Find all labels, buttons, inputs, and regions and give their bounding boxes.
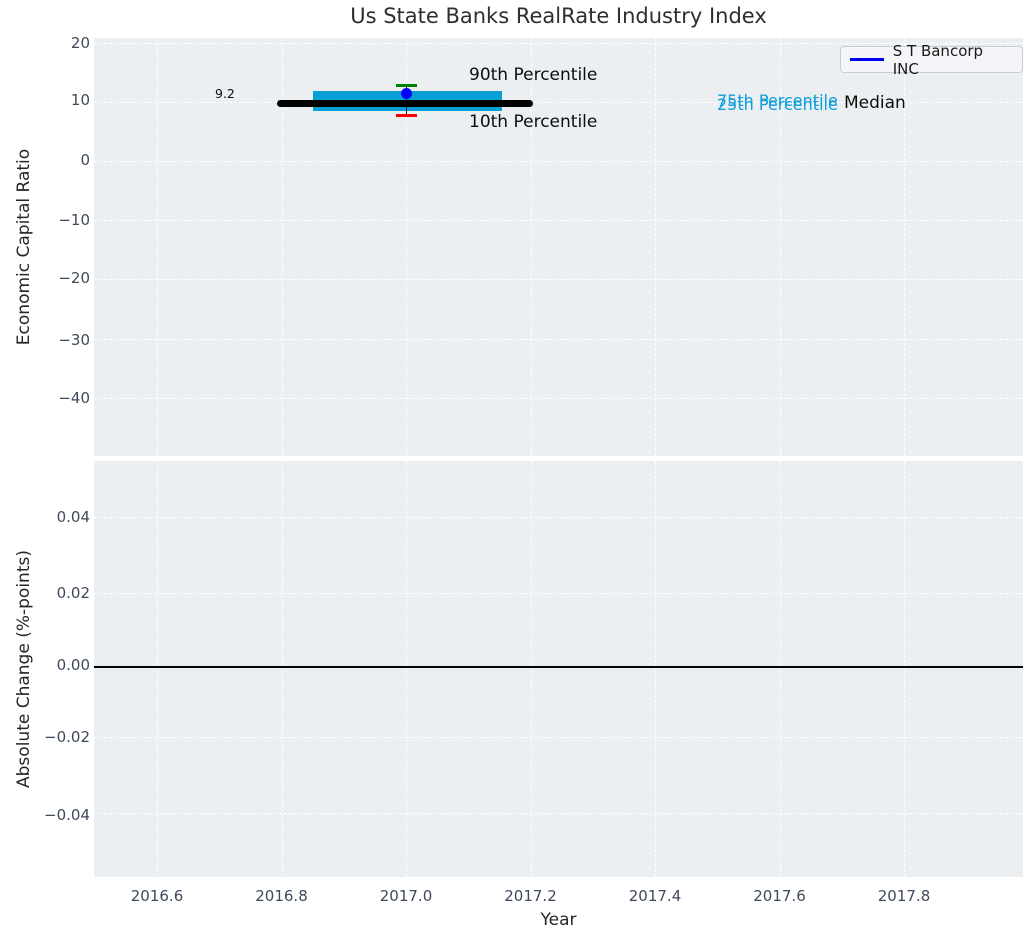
y-tick-label: −40	[58, 389, 90, 407]
gridline-v	[406, 461, 407, 877]
y-tick-label: −0.04	[44, 806, 90, 824]
legend-line-swatch	[850, 58, 884, 61]
gridline-h	[94, 279, 1023, 280]
x-tick-label: 2017.2	[504, 887, 557, 905]
y-tick-label: 0.04	[56, 508, 90, 526]
bottom-plot-area	[94, 461, 1023, 877]
y-tick-label: 0.00	[56, 656, 90, 674]
annotation-median: Median	[844, 93, 906, 113]
gridline-v	[904, 461, 905, 877]
y-tick-label: 0	[80, 151, 90, 169]
gridline-v	[655, 461, 656, 877]
gridline-v	[530, 461, 532, 877]
gridline-v	[779, 461, 781, 877]
x-tick-label: 2017.4	[628, 887, 682, 905]
chart-title: Us State Banks RealRate Industry Index	[350, 4, 767, 28]
gridline-h	[94, 593, 1023, 594]
legend: S T Bancorp INC	[840, 42, 1023, 78]
y-axis-label-bottom: Absolute Change (%-points)	[14, 550, 34, 788]
y-tick-label: −0.02	[44, 728, 90, 746]
y-axis-label-top: Economic Capital Ratio	[14, 148, 34, 346]
gridline-v	[157, 38, 158, 456]
x-tick-label: 2016.8	[255, 887, 308, 905]
gridline-h	[94, 517, 1023, 518]
gridline-h	[94, 813, 1023, 814]
y-tick-label: −20	[58, 269, 90, 287]
annotation-75th-percentile: 75th Percentile	[717, 91, 838, 110]
annotation-10th-percentile: 10th Percentile	[469, 112, 598, 132]
gridline-h	[94, 398, 1023, 399]
gridline-h	[94, 339, 1023, 340]
annotation-25th-percentile: 25th Percentile	[717, 95, 838, 114]
gridline-v	[530, 38, 532, 456]
y-tick-label: 10	[70, 91, 90, 109]
zero-line	[94, 666, 1023, 669]
x-tick-label: 2017.6	[753, 887, 806, 905]
top-plot-area: 9.2 90th Percentile 10th Percentile 75th…	[94, 38, 1023, 456]
y-tick-label: 20	[70, 34, 90, 52]
y-tick-label: −10	[58, 211, 90, 229]
gridline-v	[904, 38, 905, 456]
x-tick-label: 2017.0	[379, 887, 433, 905]
annotation-90th-percentile: 90th Percentile	[469, 65, 598, 85]
gridline-v	[406, 38, 407, 456]
y-tick-label: 0.02	[56, 584, 90, 602]
gridline-v	[779, 38, 781, 456]
gridline-h	[94, 43, 1023, 44]
gridline-v	[157, 461, 158, 877]
gridline-v	[655, 38, 656, 456]
x-axis-label: Year	[540, 910, 577, 930]
gridline-h	[94, 161, 1023, 162]
annotation-median-value: 9.2	[215, 86, 235, 101]
y-tick-label: −30	[58, 331, 90, 349]
company-point	[401, 87, 412, 99]
x-tick-label: 2016.6	[130, 887, 184, 905]
gridline-v	[281, 38, 283, 456]
x-tick-label: 2017.8	[877, 887, 931, 905]
gridline-h	[94, 220, 1023, 221]
gridline-h	[94, 737, 1023, 738]
p90-cap	[396, 84, 417, 87]
legend-label: S T Bancorp INC	[892, 41, 984, 78]
median-line	[277, 100, 533, 107]
gridline-h	[94, 102, 1023, 103]
gridline-v	[281, 461, 283, 877]
p10-cap	[396, 114, 417, 117]
